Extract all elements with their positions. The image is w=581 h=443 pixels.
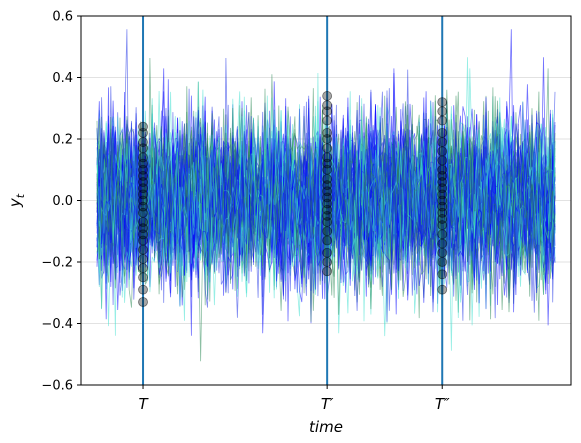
y-axis-title: yt: [6, 193, 27, 208]
y-tick-label-4: 0.2: [52, 133, 73, 148]
y-axis-title-subscript: t: [14, 193, 27, 198]
cross-section-point-3-21: [437, 257, 448, 267]
cross-section-point-3-18: [437, 229, 448, 240]
cross-section-point-2-6: [322, 134, 333, 144]
x-tick-label-3: T″: [435, 395, 450, 413]
cross-section-point-1-18: [138, 235, 148, 246]
cross-section-point-1-21: [138, 263, 148, 274]
cross-section-point-2-18: [322, 217, 333, 227]
cross-section-points: [138, 91, 448, 307]
cross-section-point-3-1: [437, 97, 448, 107]
cross-section-point-3-4: [437, 127, 448, 138]
cross-section-point-2-4: [322, 115, 333, 126]
cross-section-point-3-3: [437, 115, 448, 126]
cross-section-point-1-19: [138, 244, 148, 255]
cross-section-point-1-2: [138, 127, 148, 138]
y-tick-label-5: 0.4: [52, 71, 73, 86]
cross-section-point-2-7: [322, 143, 333, 154]
cross-section-point-3-23: [437, 284, 448, 295]
cross-section-point-3-17: [437, 220, 448, 231]
time-markers: [142, 16, 444, 385]
cross-section-point-3-7: [437, 155, 448, 166]
cross-section-point-2-21: [322, 247, 333, 258]
cross-section-point-2-10: [322, 164, 333, 175]
cross-section-point-2-20: [322, 235, 333, 246]
cross-section-point-2-22: [322, 257, 333, 267]
y-tick-label-0: −0.6: [41, 379, 73, 394]
cross-section-point-3-19: [437, 238, 448, 249]
cross-section-point-3-6: [437, 146, 448, 157]
y-axis-title-main: y: [6, 197, 24, 208]
series-line-60: [96, 29, 556, 313]
x-tick-label-1: T: [138, 395, 149, 413]
y-tick-label-6: 0.6: [52, 10, 73, 25]
y-tick-label-3: 0.0: [52, 194, 73, 209]
cross-section-point-1-22: [138, 272, 148, 283]
cross-section-point-2-3: [322, 106, 333, 117]
cross-section-point-1-24: [138, 297, 148, 307]
cross-section-point-3-2: [437, 106, 448, 117]
cross-section-point-3-22: [437, 269, 448, 280]
cross-section-point-1-4: [138, 143, 148, 154]
axis-ticks: T T′ T″ −0.6 −0.4 −0.2 0.0 0.2 0.4 0.6: [41, 10, 450, 414]
cross-section-point-3-5: [437, 137, 448, 147]
x-tick-label-2: T′: [321, 395, 334, 413]
x-axis-title: time: [309, 418, 343, 436]
cross-section-point-1-20: [138, 254, 148, 264]
cross-section-point-1-14: [138, 207, 148, 218]
series-lines: [96, 29, 556, 362]
cross-section-point-2-23: [322, 266, 333, 277]
cross-section-point-2-1: [322, 91, 333, 101]
cross-section-point-1-23: [138, 284, 148, 295]
y-tick-label-2: −0.2: [41, 256, 73, 271]
y-tick-label-1: −0.4: [41, 317, 73, 332]
cross-section-point-2-19: [322, 226, 333, 237]
cross-section-point-3-20: [437, 247, 448, 258]
